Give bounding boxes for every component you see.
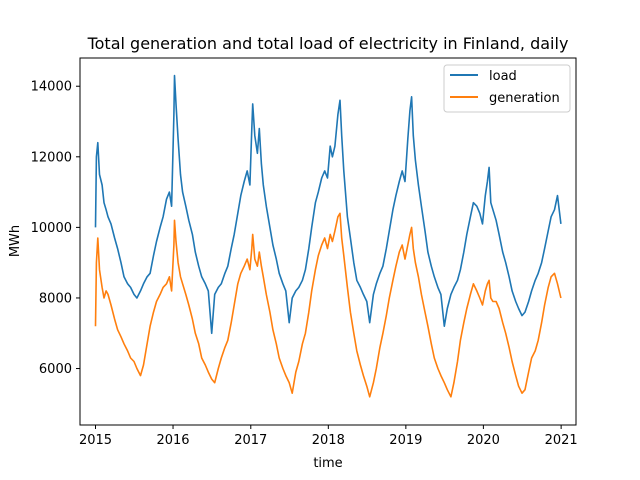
x-tick-label: 2018 xyxy=(312,433,345,448)
y-tick-label: 14000 xyxy=(31,80,72,95)
legend-label-generation: generation xyxy=(489,91,560,106)
chart-title: Total generation and total load of elect… xyxy=(87,34,569,53)
y-axis-label: MWh xyxy=(8,225,23,257)
x-tick-label: 2017 xyxy=(234,433,267,448)
series-line-generation xyxy=(94,212,562,398)
x-tick-label: 2016 xyxy=(156,433,189,448)
legend-label-load: load xyxy=(489,69,517,84)
x-tick-label: 2015 xyxy=(79,433,112,448)
y-tick-label: 10000 xyxy=(31,221,72,236)
y-tick-label: 6000 xyxy=(39,362,72,377)
x-tick-label: 2021 xyxy=(545,433,578,448)
x-tick-label: 2019 xyxy=(389,433,422,448)
y-tick-label: 8000 xyxy=(39,291,72,306)
legend-box xyxy=(443,64,571,113)
legend: load generation xyxy=(443,64,571,113)
y-tick-label: 12000 xyxy=(31,150,72,165)
x-axis-label: time xyxy=(313,456,342,471)
series-line-load xyxy=(94,74,562,335)
x-tick-label: 2020 xyxy=(467,433,500,448)
